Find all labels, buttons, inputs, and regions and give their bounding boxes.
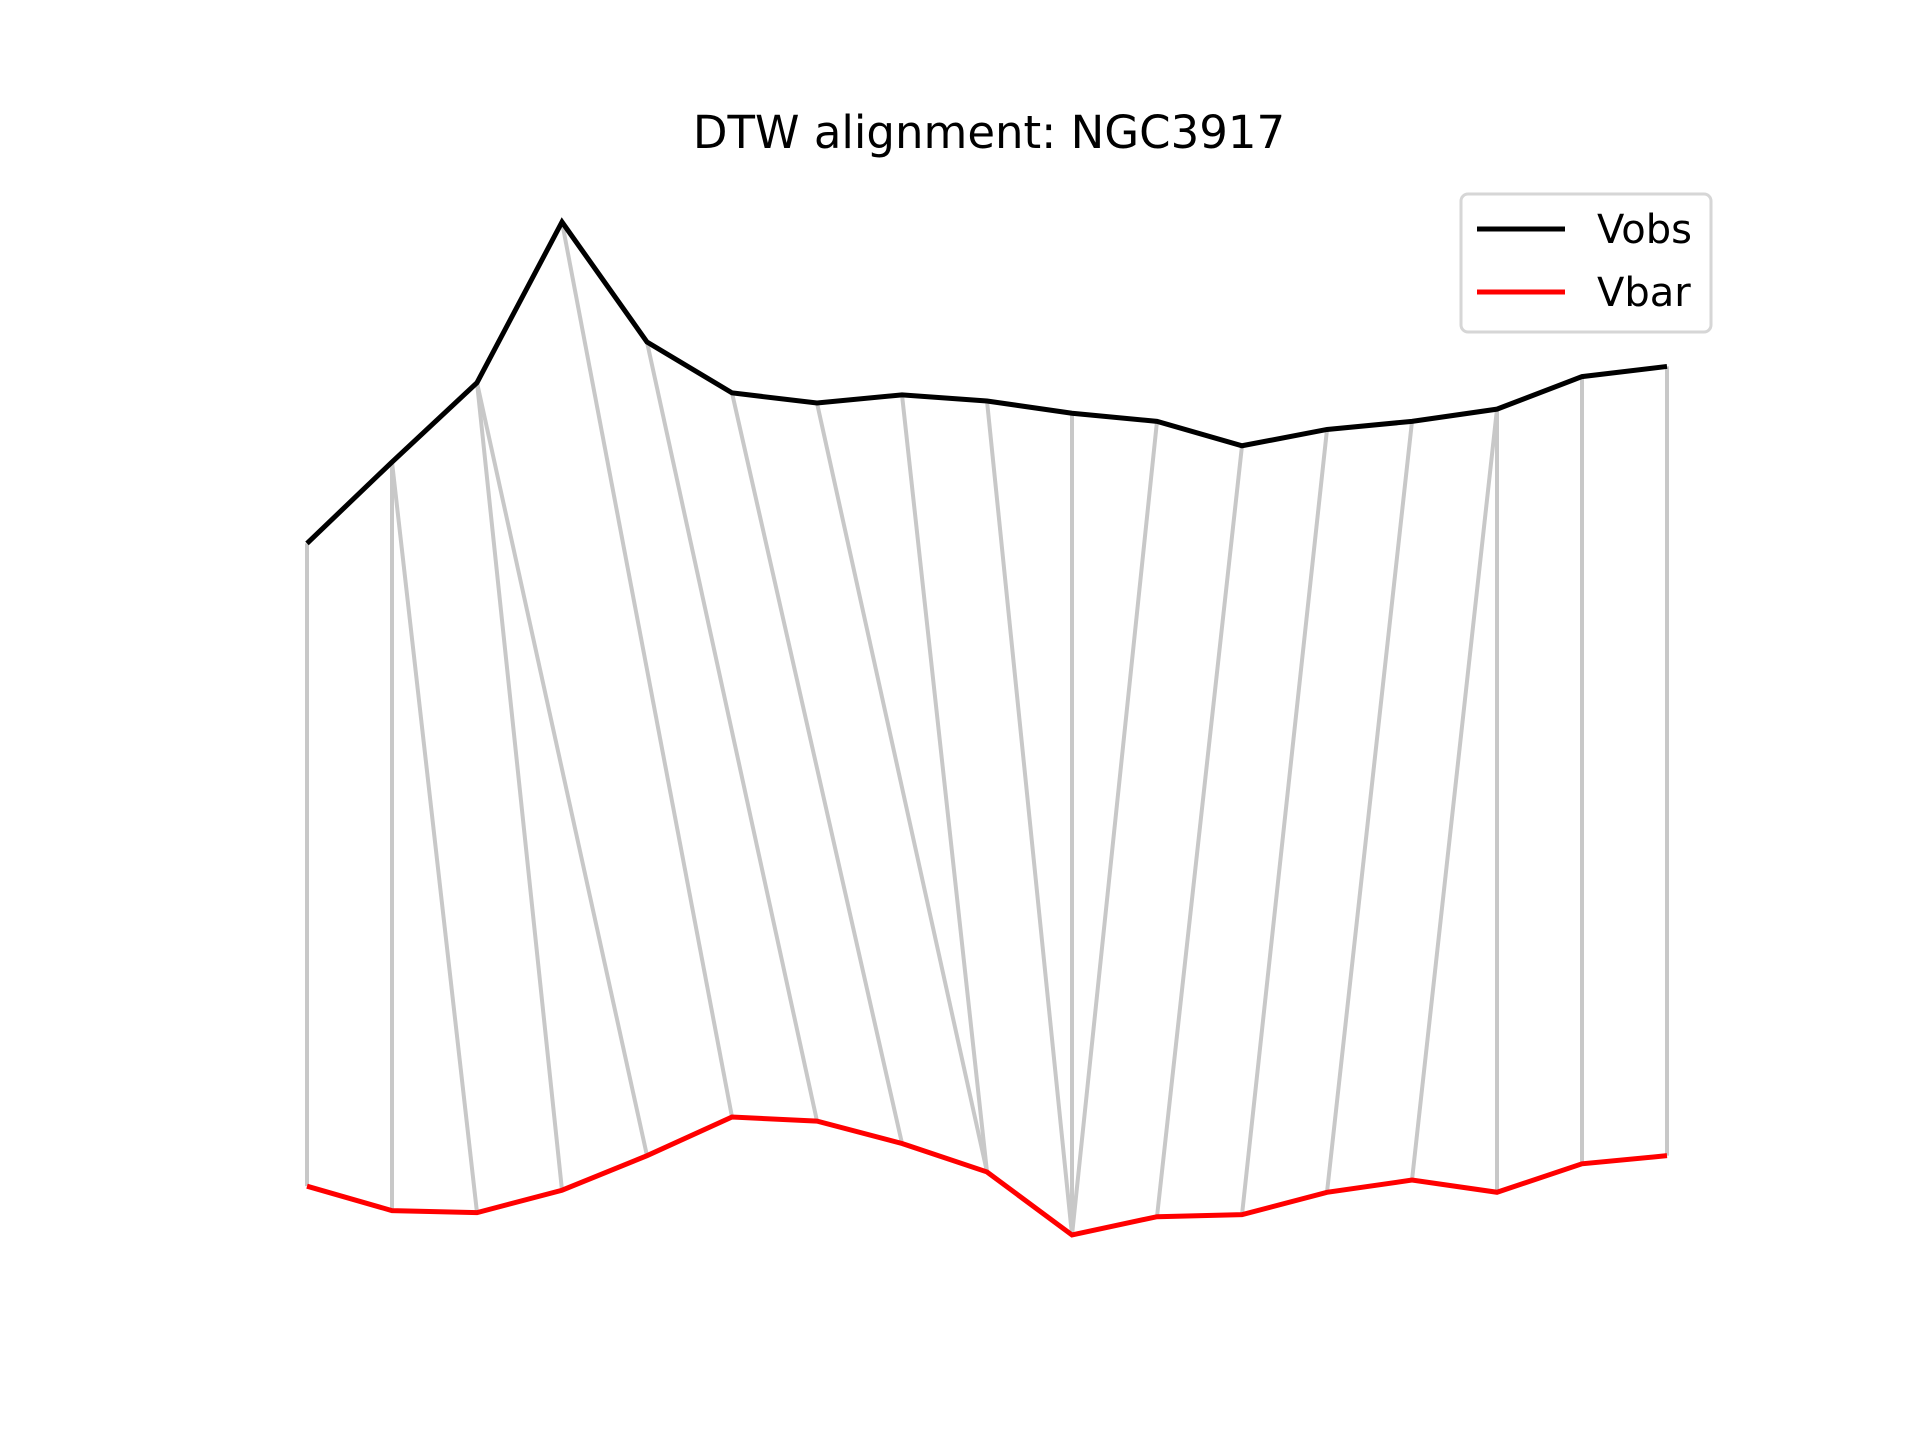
alignment-line: [985, 400, 1074, 1236]
alignment-line: [1070, 421, 1159, 1236]
alignment-line: [1325, 421, 1414, 1193]
alignment-line: [475, 382, 564, 1191]
alignment-line: [390, 461, 479, 1213]
legend: Vobs Vbar: [1459, 192, 1713, 334]
alignment-line: [1410, 408, 1499, 1181]
alignment-lines: [305, 221, 1669, 1236]
alignment-line: [730, 392, 904, 1144]
series-line-vobs: [305, 217, 1668, 546]
series-line-vbar: [306, 1114, 1668, 1238]
alignment-line: [475, 382, 649, 1157]
alignment-line: [1155, 445, 1244, 1217]
alignment-line: [1240, 429, 1329, 1215]
legend-label-vbar: Vbar: [1597, 270, 1691, 316]
series-lines: [305, 217, 1668, 1238]
alignment-line: [900, 394, 989, 1173]
alignment-line: [560, 221, 734, 1118]
alignment-line: [645, 341, 819, 1122]
chart-title: DTW alignment: NGC3917: [693, 106, 1285, 159]
alignment-line: [815, 402, 989, 1173]
legend-label-vobs: Vobs: [1597, 207, 1692, 253]
